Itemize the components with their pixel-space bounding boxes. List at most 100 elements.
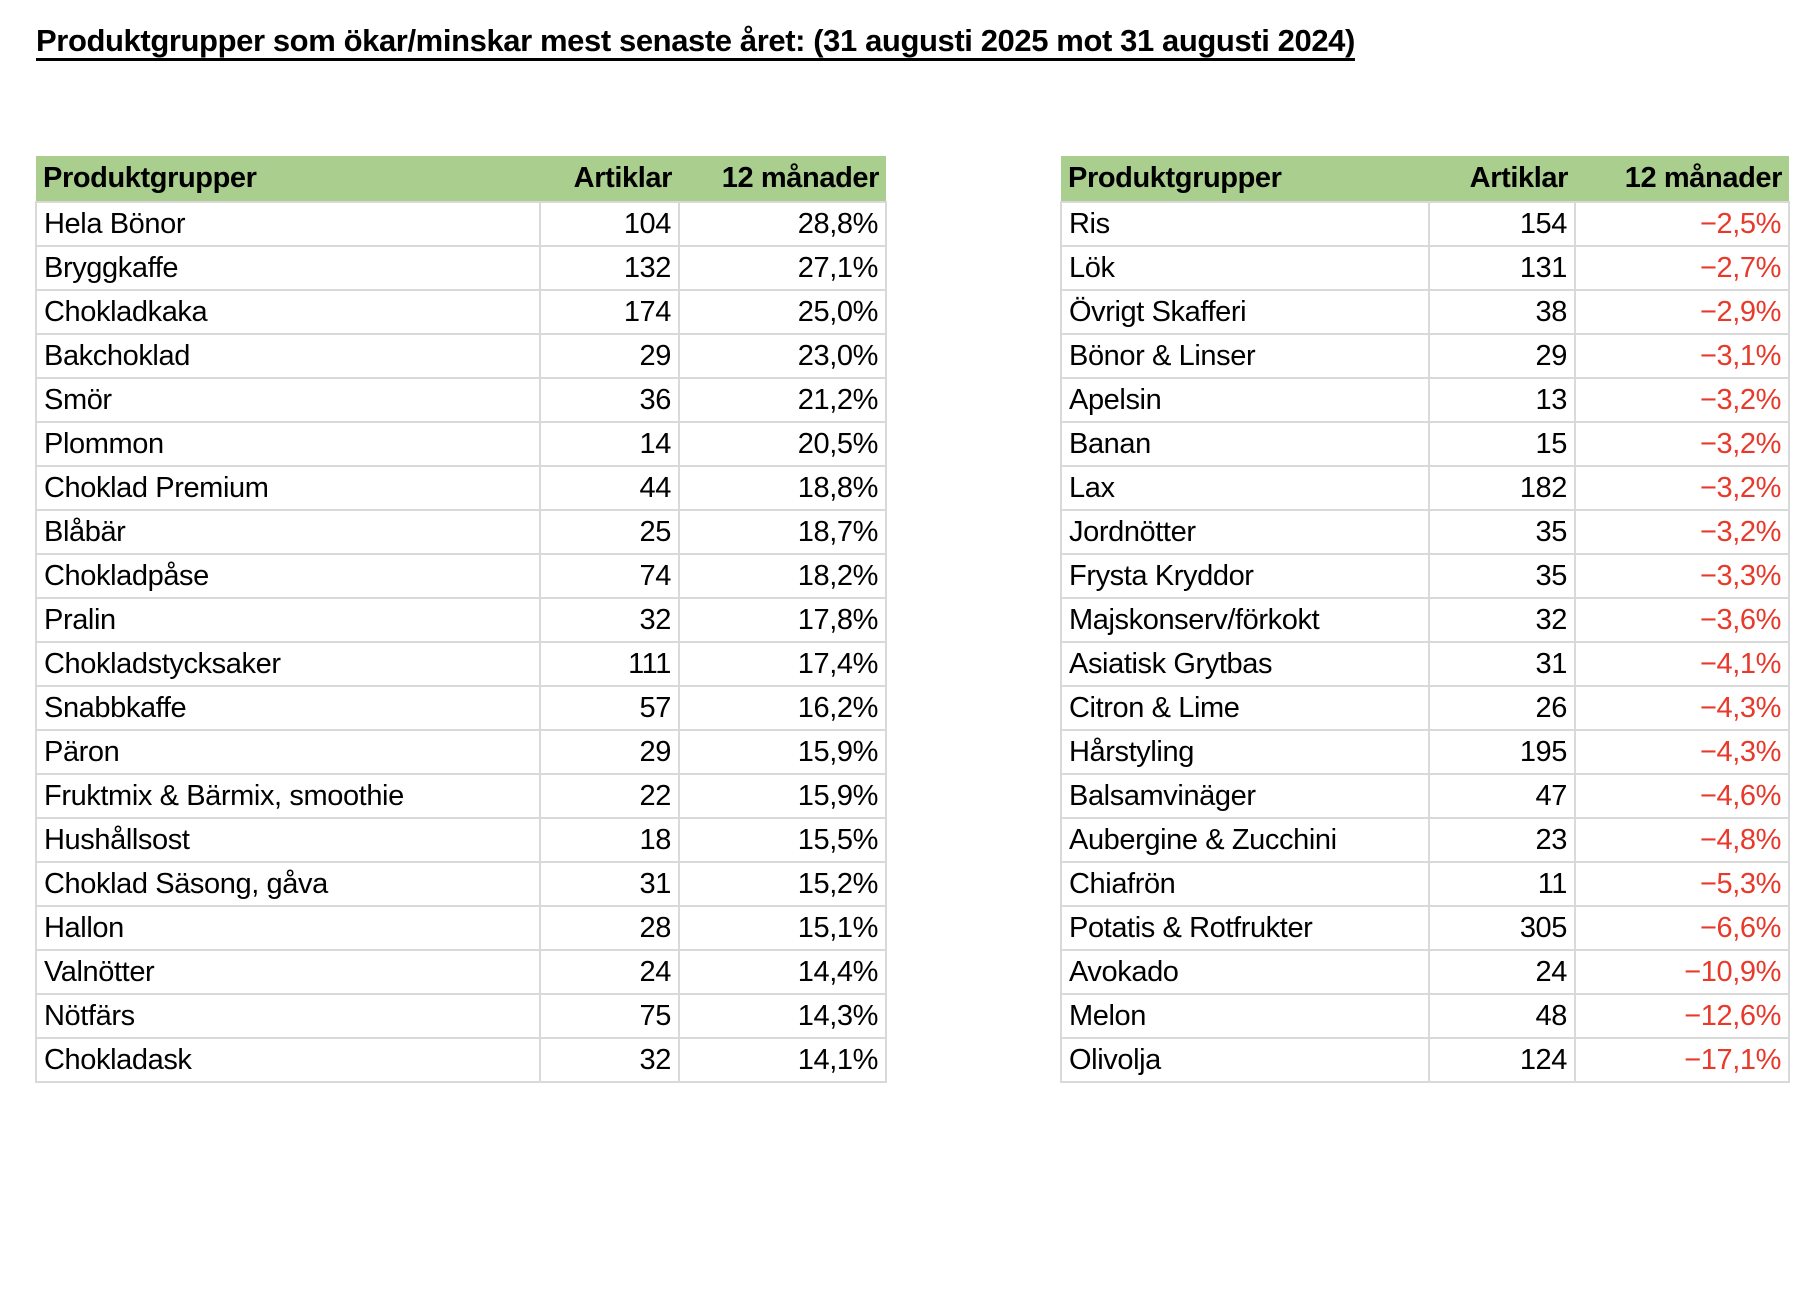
cell-articles: 44 [539, 465, 680, 511]
table-row: Potatis & Rotfrukter 305 −6,6% [1060, 905, 1790, 951]
cell-12-months: −4,1% [1574, 641, 1790, 687]
cell-12-months: −2,7% [1574, 245, 1790, 291]
cell-articles: 29 [1428, 333, 1576, 379]
cell-12-months: −3,2% [1574, 421, 1790, 467]
cell-12-months: 15,1% [678, 905, 887, 951]
cell-product-group: Blåbär [35, 509, 541, 555]
cell-articles: 154 [1428, 201, 1576, 247]
table-row: Bönor & Linser 29 −3,1% [1060, 333, 1790, 379]
cell-articles: 195 [1428, 729, 1576, 775]
cell-12-months: −2,5% [1574, 201, 1790, 247]
cell-articles: 131 [1428, 245, 1576, 291]
table-header-row: Produktgrupper Artiklar 12 månader [1061, 156, 1789, 202]
cell-articles: 18 [539, 817, 680, 863]
cell-product-group: Aubergine & Zucchini [1060, 817, 1430, 863]
cell-articles: 36 [539, 377, 680, 423]
cell-articles: 174 [539, 289, 680, 335]
cell-12-months: −10,9% [1574, 949, 1790, 995]
cell-product-group: Chokladask [35, 1037, 541, 1083]
cell-product-group: Banan [1060, 421, 1430, 467]
cell-articles: 26 [1428, 685, 1576, 731]
table-row: Hushållsost 18 15,5% [35, 817, 887, 863]
cell-12-months: 18,7% [678, 509, 887, 555]
table-row: Balsamvinäger 47 −4,6% [1060, 773, 1790, 819]
cell-articles: 24 [1428, 949, 1576, 995]
column-header-12-months: 12 månader [1575, 156, 1789, 202]
table-row: Hårstyling 195 −4,3% [1060, 729, 1790, 775]
cell-product-group: Ris [1060, 201, 1430, 247]
cell-articles: 13 [1428, 377, 1576, 423]
cell-product-group: Avokado [1060, 949, 1430, 995]
cell-articles: 35 [1428, 553, 1576, 599]
cell-12-months: −3,2% [1574, 377, 1790, 423]
cell-product-group: Päron [35, 729, 541, 775]
cell-articles: 47 [1428, 773, 1576, 819]
cell-articles: 111 [539, 641, 680, 687]
cell-articles: 32 [1428, 597, 1576, 643]
cell-articles: 75 [539, 993, 680, 1039]
table-row: Lök 131 −2,7% [1060, 245, 1790, 291]
table-row: Choklad Premium 44 18,8% [35, 465, 887, 511]
table-row: Smör 36 21,2% [35, 377, 887, 423]
column-header-articles: Artiklar [540, 156, 679, 202]
cell-12-months: −3,1% [1574, 333, 1790, 379]
cell-12-months: −4,3% [1574, 729, 1790, 775]
cell-articles: 31 [539, 861, 680, 907]
cell-articles: 48 [1428, 993, 1576, 1039]
cell-product-group: Frysta Kryddor [1060, 553, 1430, 599]
cell-product-group: Asiatisk Grytbas [1060, 641, 1430, 687]
cell-product-group: Jordnötter [1060, 509, 1430, 555]
cell-12-months: −17,1% [1574, 1037, 1790, 1083]
cell-12-months: 16,2% [678, 685, 887, 731]
cell-12-months: −3,2% [1574, 465, 1790, 511]
cell-12-months: 18,8% [678, 465, 887, 511]
table-row: Blåbär 25 18,7% [35, 509, 887, 555]
table-row: Aubergine & Zucchini 23 −4,8% [1060, 817, 1790, 863]
table-row: Hallon 28 15,1% [35, 905, 887, 951]
table-row: Melon 48 −12,6% [1060, 993, 1790, 1039]
cell-12-months: −3,6% [1574, 597, 1790, 643]
table-header-row: Produktgrupper Artiklar 12 månader [36, 156, 886, 202]
table-row: Övrigt Skafferi 38 −2,9% [1060, 289, 1790, 335]
cell-product-group: Chiafrön [1060, 861, 1430, 907]
cell-articles: 28 [539, 905, 680, 951]
table-row: Chokladask 32 14,1% [35, 1037, 887, 1083]
cell-product-group: Balsamvinäger [1060, 773, 1430, 819]
table-row: Bryggkaffe 132 27,1% [35, 245, 887, 291]
cell-product-group: Valnötter [35, 949, 541, 995]
column-header-12-months: 12 månader [679, 156, 886, 202]
cell-articles: 31 [1428, 641, 1576, 687]
table-row: Päron 29 15,9% [35, 729, 887, 775]
cell-12-months: −6,6% [1574, 905, 1790, 951]
cell-articles: 38 [1428, 289, 1576, 335]
table-row: Choklad Säsong, gåva 31 15,2% [35, 861, 887, 907]
page-title: Produktgrupper som ökar/minskar mest sen… [36, 23, 1355, 58]
cell-product-group: Plommon [35, 421, 541, 467]
cell-12-months: 14,3% [678, 993, 887, 1039]
cell-articles: 35 [1428, 509, 1576, 555]
cell-12-months: 21,2% [678, 377, 887, 423]
cell-12-months: −4,3% [1574, 685, 1790, 731]
cell-articles: 57 [539, 685, 680, 731]
cell-articles: 182 [1428, 465, 1576, 511]
table-row: Banan 15 −3,2% [1060, 421, 1790, 467]
table-row: Jordnötter 35 −3,2% [1060, 509, 1790, 555]
cell-12-months: −5,3% [1574, 861, 1790, 907]
cell-12-months: 27,1% [678, 245, 887, 291]
cell-articles: 11 [1428, 861, 1576, 907]
cell-12-months: −2,9% [1574, 289, 1790, 335]
cell-articles: 22 [539, 773, 680, 819]
cell-12-months: 15,9% [678, 773, 887, 819]
table-row: Apelsin 13 −3,2% [1060, 377, 1790, 423]
cell-articles: 32 [539, 597, 680, 643]
cell-product-group: Chokladpåse [35, 553, 541, 599]
cell-product-group: Nötfärs [35, 993, 541, 1039]
cell-12-months: 23,0% [678, 333, 887, 379]
table-row: Majskonserv/förkokt 32 −3,6% [1060, 597, 1790, 643]
cell-articles: 29 [539, 333, 680, 379]
cell-12-months: 17,8% [678, 597, 887, 643]
table-decreasing-products: Produktgrupper Artiklar 12 månader Ris 154−… [1060, 156, 1790, 1083]
cell-product-group: Choklad Säsong, gåva [35, 861, 541, 907]
column-header-product-group: Produktgrupper [36, 156, 540, 202]
cell-product-group: Majskonserv/förkokt [1060, 597, 1430, 643]
